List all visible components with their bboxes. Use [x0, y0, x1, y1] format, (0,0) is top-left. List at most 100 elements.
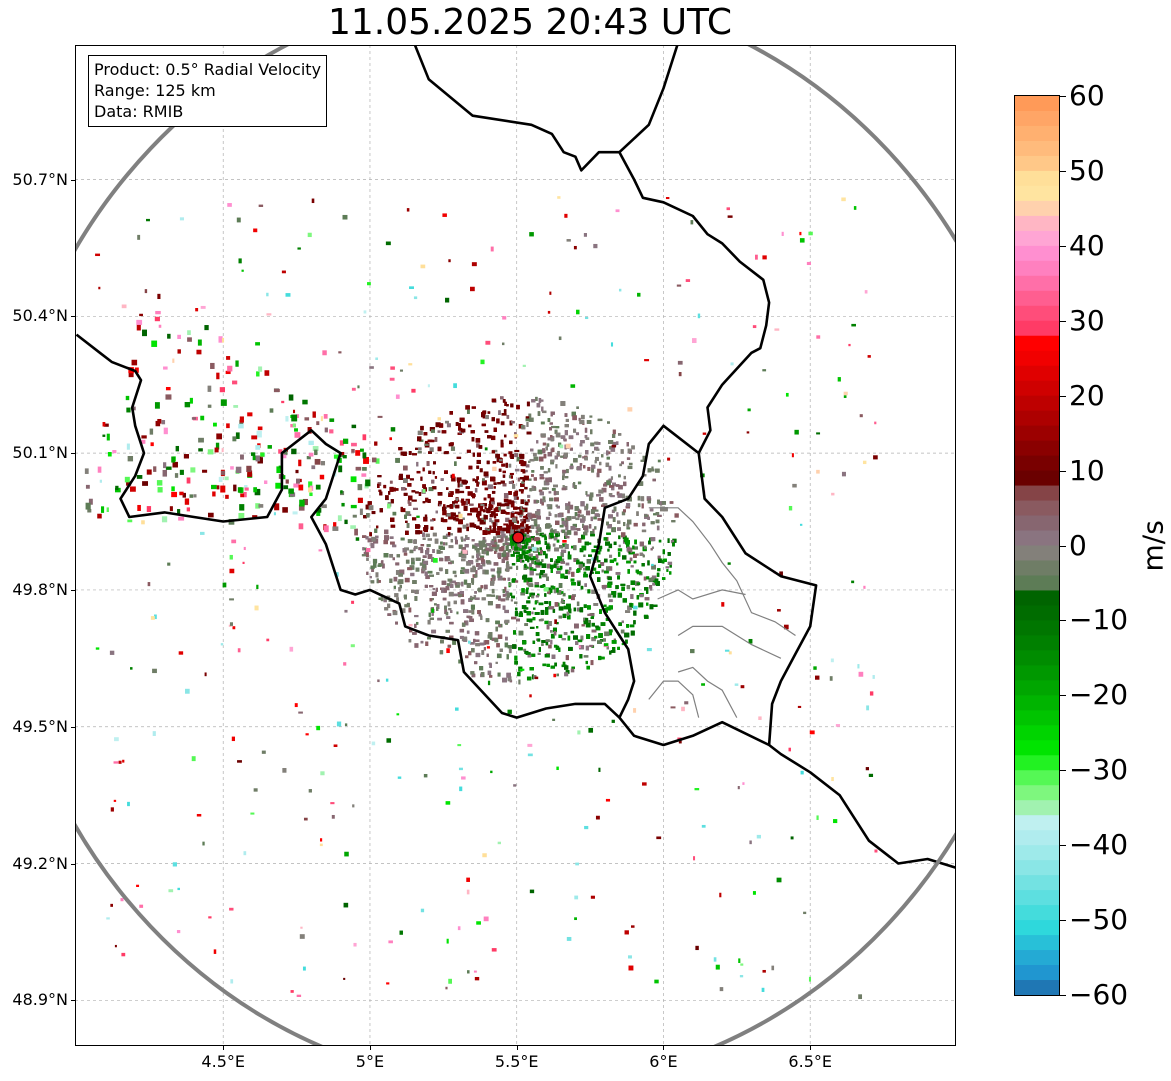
info-data: Data: RMIB [94, 102, 184, 121]
lon-tick [663, 1046, 665, 1050]
colorbar-tick-label: 0 [1069, 528, 1087, 562]
colorbar-segment [1015, 680, 1059, 696]
info-product: Product: 0.5° Radial Velocity [94, 60, 322, 79]
colorbar-tick-label: 20 [1069, 378, 1105, 412]
lat-tick-label: 50.7°N [12, 169, 68, 189]
lon-tick [516, 1046, 518, 1050]
colorbar-segment [1015, 665, 1059, 681]
colorbar-tick-label: 10 [1069, 453, 1105, 487]
colorbar-segment [1015, 530, 1059, 546]
colorbar-tick [1060, 96, 1066, 97]
colorbar-segment [1015, 785, 1059, 801]
colorbar-segment [1015, 980, 1059, 995]
colorbar-segment [1015, 650, 1059, 666]
national-border [618, 45, 679, 154]
district-border [648, 507, 796, 636]
colorbar-segment [1015, 335, 1059, 352]
colorbar-tick [1060, 770, 1066, 772]
national-border [588, 151, 771, 719]
colorbar-segment [1015, 230, 1059, 247]
colorbar-segment [1015, 575, 1059, 591]
colorbar-tick-label: −20 [1069, 678, 1129, 712]
lat-tick-label: 48.9°N [12, 990, 68, 1010]
colorbar-segment [1015, 290, 1059, 307]
colorbar-tick-label: −10 [1069, 603, 1129, 637]
colorbar-segment [1015, 515, 1059, 532]
colorbar-segment [1015, 320, 1059, 337]
colorbar-segment [1015, 590, 1059, 606]
colorbar-segment [1015, 455, 1059, 472]
lon-tick-label: 5.5°E [494, 1052, 539, 1071]
lat-tick [71, 179, 75, 181]
colorbar-segment [1015, 965, 1059, 981]
colorbar-tick-label: 60 [1069, 79, 1105, 112]
colorbar-segment [1015, 935, 1059, 951]
radar-map[interactable] [75, 45, 956, 1046]
colorbar-segment [1015, 830, 1059, 846]
lon-tick-label: 5°E [355, 1052, 385, 1071]
lat-tick [71, 726, 75, 728]
colorbar-segment [1015, 725, 1059, 741]
district-border [677, 666, 738, 718]
lon-tick [369, 1046, 371, 1050]
national-border [413, 45, 620, 172]
colorbar-segment [1015, 605, 1059, 621]
colorbar-segment [1015, 395, 1059, 412]
map-canvas [75, 45, 956, 1046]
colorbar-segment [1015, 710, 1059, 726]
colorbar-segment [1015, 545, 1059, 561]
colorbar-segment [1015, 350, 1059, 367]
colorbar-tick [1060, 845, 1066, 847]
lon-tick-label: 4.5°E [201, 1052, 245, 1071]
colorbar-segment [1015, 170, 1059, 187]
colorbar-tick [1060, 395, 1066, 397]
colorbar-segment [1015, 200, 1059, 217]
colorbar-segment [1015, 770, 1059, 786]
colorbar-segment [1015, 740, 1059, 756]
colorbar-segment [1015, 425, 1059, 442]
colorbar-segment [1015, 470, 1059, 487]
lat-tick-label: 49.8°N [12, 579, 68, 599]
colorbar-tick [1060, 920, 1066, 922]
lat-tick [71, 589, 75, 591]
colorbar-unit-label: m/s [1136, 520, 1170, 572]
lat-tick-label: 50.4°N [12, 306, 68, 326]
map-title: 11.05.2025 20:43 UTC [327, 2, 733, 43]
colorbar-segment [1015, 275, 1059, 292]
colorbar-tick [1060, 170, 1066, 172]
colorbar-segment [1015, 125, 1059, 142]
colorbar-tick [1060, 620, 1066, 622]
colorbar-gradient [1015, 96, 1059, 995]
colorbar-tick-label: −50 [1069, 903, 1129, 937]
colorbar-tick-label: 40 [1069, 228, 1105, 262]
colorbar-segment [1015, 860, 1059, 876]
lat-tick [71, 316, 75, 318]
colorbar-segment [1015, 155, 1059, 172]
lat-tick-label: 49.5°N [12, 716, 68, 736]
map-frame-border [75, 45, 956, 1046]
colorbar-segment [1015, 440, 1059, 457]
colorbar-tick [1060, 695, 1066, 697]
colorbar-tick-label: −60 [1069, 978, 1129, 1011]
radar-site-marker [512, 531, 525, 544]
national-border [75, 333, 956, 870]
colorbar-tick-label: −30 [1069, 753, 1129, 787]
colorbar-segment [1015, 380, 1059, 397]
colorbar-segment [1015, 410, 1059, 427]
colorbar-segment [1015, 500, 1059, 517]
lon-tick [810, 1046, 812, 1050]
colorbar-tick-label: 30 [1069, 303, 1105, 337]
lat-tick [71, 453, 75, 455]
lat-tick [71, 863, 75, 865]
colorbar-segment [1015, 245, 1059, 262]
colorbar-tick [1060, 545, 1066, 547]
colorbar-segment [1015, 800, 1059, 816]
colorbar-segment [1015, 96, 1059, 112]
district-border [677, 625, 782, 659]
lon-tick [223, 1046, 225, 1050]
colorbar-tick [1060, 245, 1066, 247]
national-border [697, 452, 818, 746]
lon-tick-label: 6.5°E [788, 1052, 832, 1071]
colorbar-segment [1015, 485, 1059, 502]
colorbar-segment [1015, 875, 1059, 891]
